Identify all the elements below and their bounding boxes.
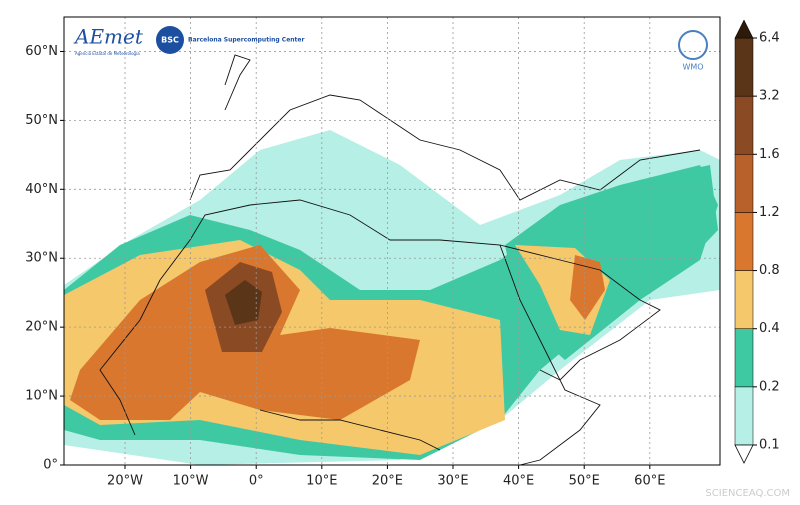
colorbar-segment <box>734 154 754 213</box>
colorbar-label: 1.2 <box>759 205 780 220</box>
x-tick-label: 0° <box>249 474 264 489</box>
x-tick-label: 30°E <box>437 474 468 489</box>
x-tick-label: 10°W <box>173 474 209 489</box>
y-tick-label: 30°N <box>25 251 58 266</box>
colorbar-extend-low <box>734 444 754 464</box>
coastline <box>99 199 601 466</box>
coastline <box>224 54 251 111</box>
colorbar-label: 6.4 <box>759 31 780 46</box>
aemet-logo: AEmet <box>73 25 144 49</box>
wmo-logo: WMO <box>682 63 703 72</box>
y-tick-label: 50°N <box>25 113 58 128</box>
wmo-emblem <box>678 30 708 60</box>
colorbar-segment <box>734 328 754 388</box>
colorbar-segment <box>734 270 754 329</box>
colorbar-segment <box>734 95 754 155</box>
aemet-subtitle: Agencia Estatal de Meteorología <box>75 51 140 56</box>
colorbar-segment <box>734 212 754 271</box>
x-tick-label: 50°E <box>569 474 600 489</box>
colorbar-label: 0.4 <box>759 321 780 336</box>
colorbar-segment <box>734 386 754 446</box>
y-tick-label: 60°N <box>25 44 58 59</box>
x-tick-label: 40°E <box>503 474 534 489</box>
bsc-name: Barcelona Supercomputing Center <box>188 37 304 44</box>
colorbar-label: 3.2 <box>759 89 780 104</box>
coastline <box>259 409 441 451</box>
colorbar-segment <box>734 37 754 97</box>
y-tick-label: 40°N <box>25 182 58 197</box>
bsc-logo-circle <box>156 26 184 54</box>
x-tick-label: 10°E <box>306 474 337 489</box>
y-tick-label: 0° <box>43 458 58 473</box>
x-tick-label: 20°E <box>372 474 403 489</box>
coastline <box>499 244 661 381</box>
x-tick-label: 60°E <box>634 474 665 489</box>
map-frame <box>63 16 721 466</box>
colorbar-label: 0.1 <box>759 438 780 453</box>
x-tick-label: 20°W <box>107 474 143 489</box>
y-tick-label: 10°N <box>25 389 58 404</box>
dust-field <box>64 130 720 465</box>
y-tick-label: 20°N <box>25 320 58 335</box>
dust-area <box>225 280 262 325</box>
logos: AEmet Agencia Estatal de Meteorología BS… <box>73 25 708 72</box>
colorbar-extend <box>734 19 754 39</box>
colorbar-label: 1.6 <box>759 147 780 162</box>
dust-area <box>570 255 605 320</box>
colorbar-label: 0.8 <box>759 263 780 278</box>
colorbar-label: 0.2 <box>759 379 780 394</box>
bsc-logo: BSC <box>161 36 179 45</box>
watermark: SCIENCEAQ.COM <box>705 488 790 499</box>
